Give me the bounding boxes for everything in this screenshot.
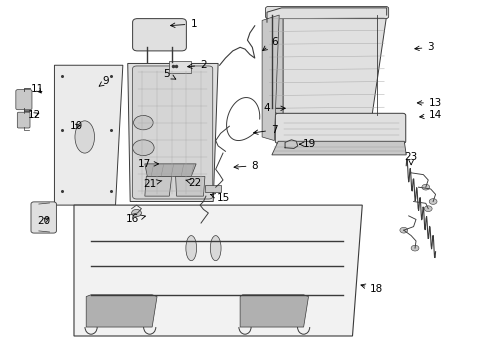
Text: 20: 20 — [37, 216, 50, 226]
Polygon shape — [145, 176, 172, 196]
Text: 10: 10 — [70, 121, 83, 131]
Text: 14: 14 — [420, 111, 442, 121]
FancyBboxPatch shape — [31, 202, 56, 233]
Text: 6: 6 — [263, 37, 278, 50]
Text: 13: 13 — [417, 98, 442, 108]
Circle shape — [132, 210, 142, 217]
Text: 8: 8 — [234, 161, 258, 171]
Polygon shape — [86, 295, 157, 327]
Polygon shape — [128, 63, 218, 202]
Polygon shape — [240, 295, 309, 327]
Polygon shape — [282, 15, 387, 116]
Text: 1: 1 — [171, 19, 197, 29]
Text: 9: 9 — [99, 76, 109, 86]
Text: 15: 15 — [211, 193, 230, 203]
Circle shape — [429, 199, 437, 204]
Circle shape — [400, 227, 408, 233]
Ellipse shape — [186, 235, 196, 261]
FancyBboxPatch shape — [16, 90, 32, 110]
Text: 4: 4 — [264, 103, 285, 113]
Text: 7: 7 — [253, 125, 278, 135]
Text: 3: 3 — [415, 42, 434, 52]
FancyBboxPatch shape — [205, 185, 220, 192]
Polygon shape — [272, 141, 406, 155]
Polygon shape — [54, 65, 123, 205]
FancyBboxPatch shape — [169, 61, 191, 73]
Text: 18: 18 — [361, 284, 384, 294]
Circle shape — [134, 116, 153, 130]
Text: 16: 16 — [126, 215, 146, 224]
FancyBboxPatch shape — [133, 19, 186, 51]
Circle shape — [424, 206, 432, 212]
Polygon shape — [267, 15, 283, 116]
FancyBboxPatch shape — [266, 6, 389, 19]
Ellipse shape — [75, 121, 95, 153]
Circle shape — [422, 184, 430, 190]
Circle shape — [133, 140, 154, 156]
Ellipse shape — [210, 235, 221, 261]
Circle shape — [411, 245, 419, 251]
FancyBboxPatch shape — [275, 113, 406, 143]
Polygon shape — [175, 176, 205, 196]
Text: 21: 21 — [143, 179, 162, 189]
FancyBboxPatch shape — [133, 66, 213, 199]
Text: 2: 2 — [188, 60, 207, 70]
Polygon shape — [145, 164, 196, 176]
Polygon shape — [262, 15, 279, 140]
Text: 11: 11 — [31, 84, 44, 94]
Text: 19: 19 — [299, 139, 316, 149]
Text: 22: 22 — [186, 177, 202, 188]
Polygon shape — [74, 205, 362, 336]
FancyBboxPatch shape — [17, 112, 30, 128]
Text: 5: 5 — [164, 69, 176, 79]
Polygon shape — [285, 140, 298, 148]
Text: 12: 12 — [28, 110, 42, 120]
Text: 17: 17 — [138, 159, 159, 169]
Text: 23: 23 — [405, 152, 418, 165]
